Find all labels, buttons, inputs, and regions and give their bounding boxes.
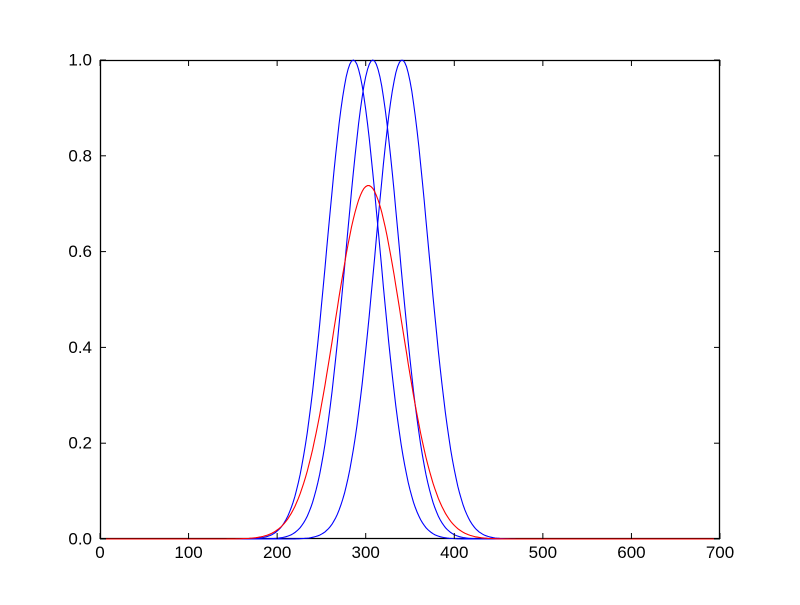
svg-text:0.8: 0.8 xyxy=(68,146,92,165)
svg-text:200: 200 xyxy=(263,543,291,562)
svg-text:700: 700 xyxy=(706,543,734,562)
svg-text:100: 100 xyxy=(174,543,202,562)
svg-text:1.0: 1.0 xyxy=(68,51,92,70)
svg-text:0.0: 0.0 xyxy=(68,530,92,549)
svg-text:0.4: 0.4 xyxy=(68,338,92,357)
svg-text:400: 400 xyxy=(440,543,468,562)
svg-text:300: 300 xyxy=(352,543,380,562)
svg-text:0.6: 0.6 xyxy=(68,242,92,261)
svg-text:0.2: 0.2 xyxy=(68,434,92,453)
svg-text:0: 0 xyxy=(95,543,104,562)
svg-text:500: 500 xyxy=(529,543,557,562)
svg-text:600: 600 xyxy=(617,543,645,562)
